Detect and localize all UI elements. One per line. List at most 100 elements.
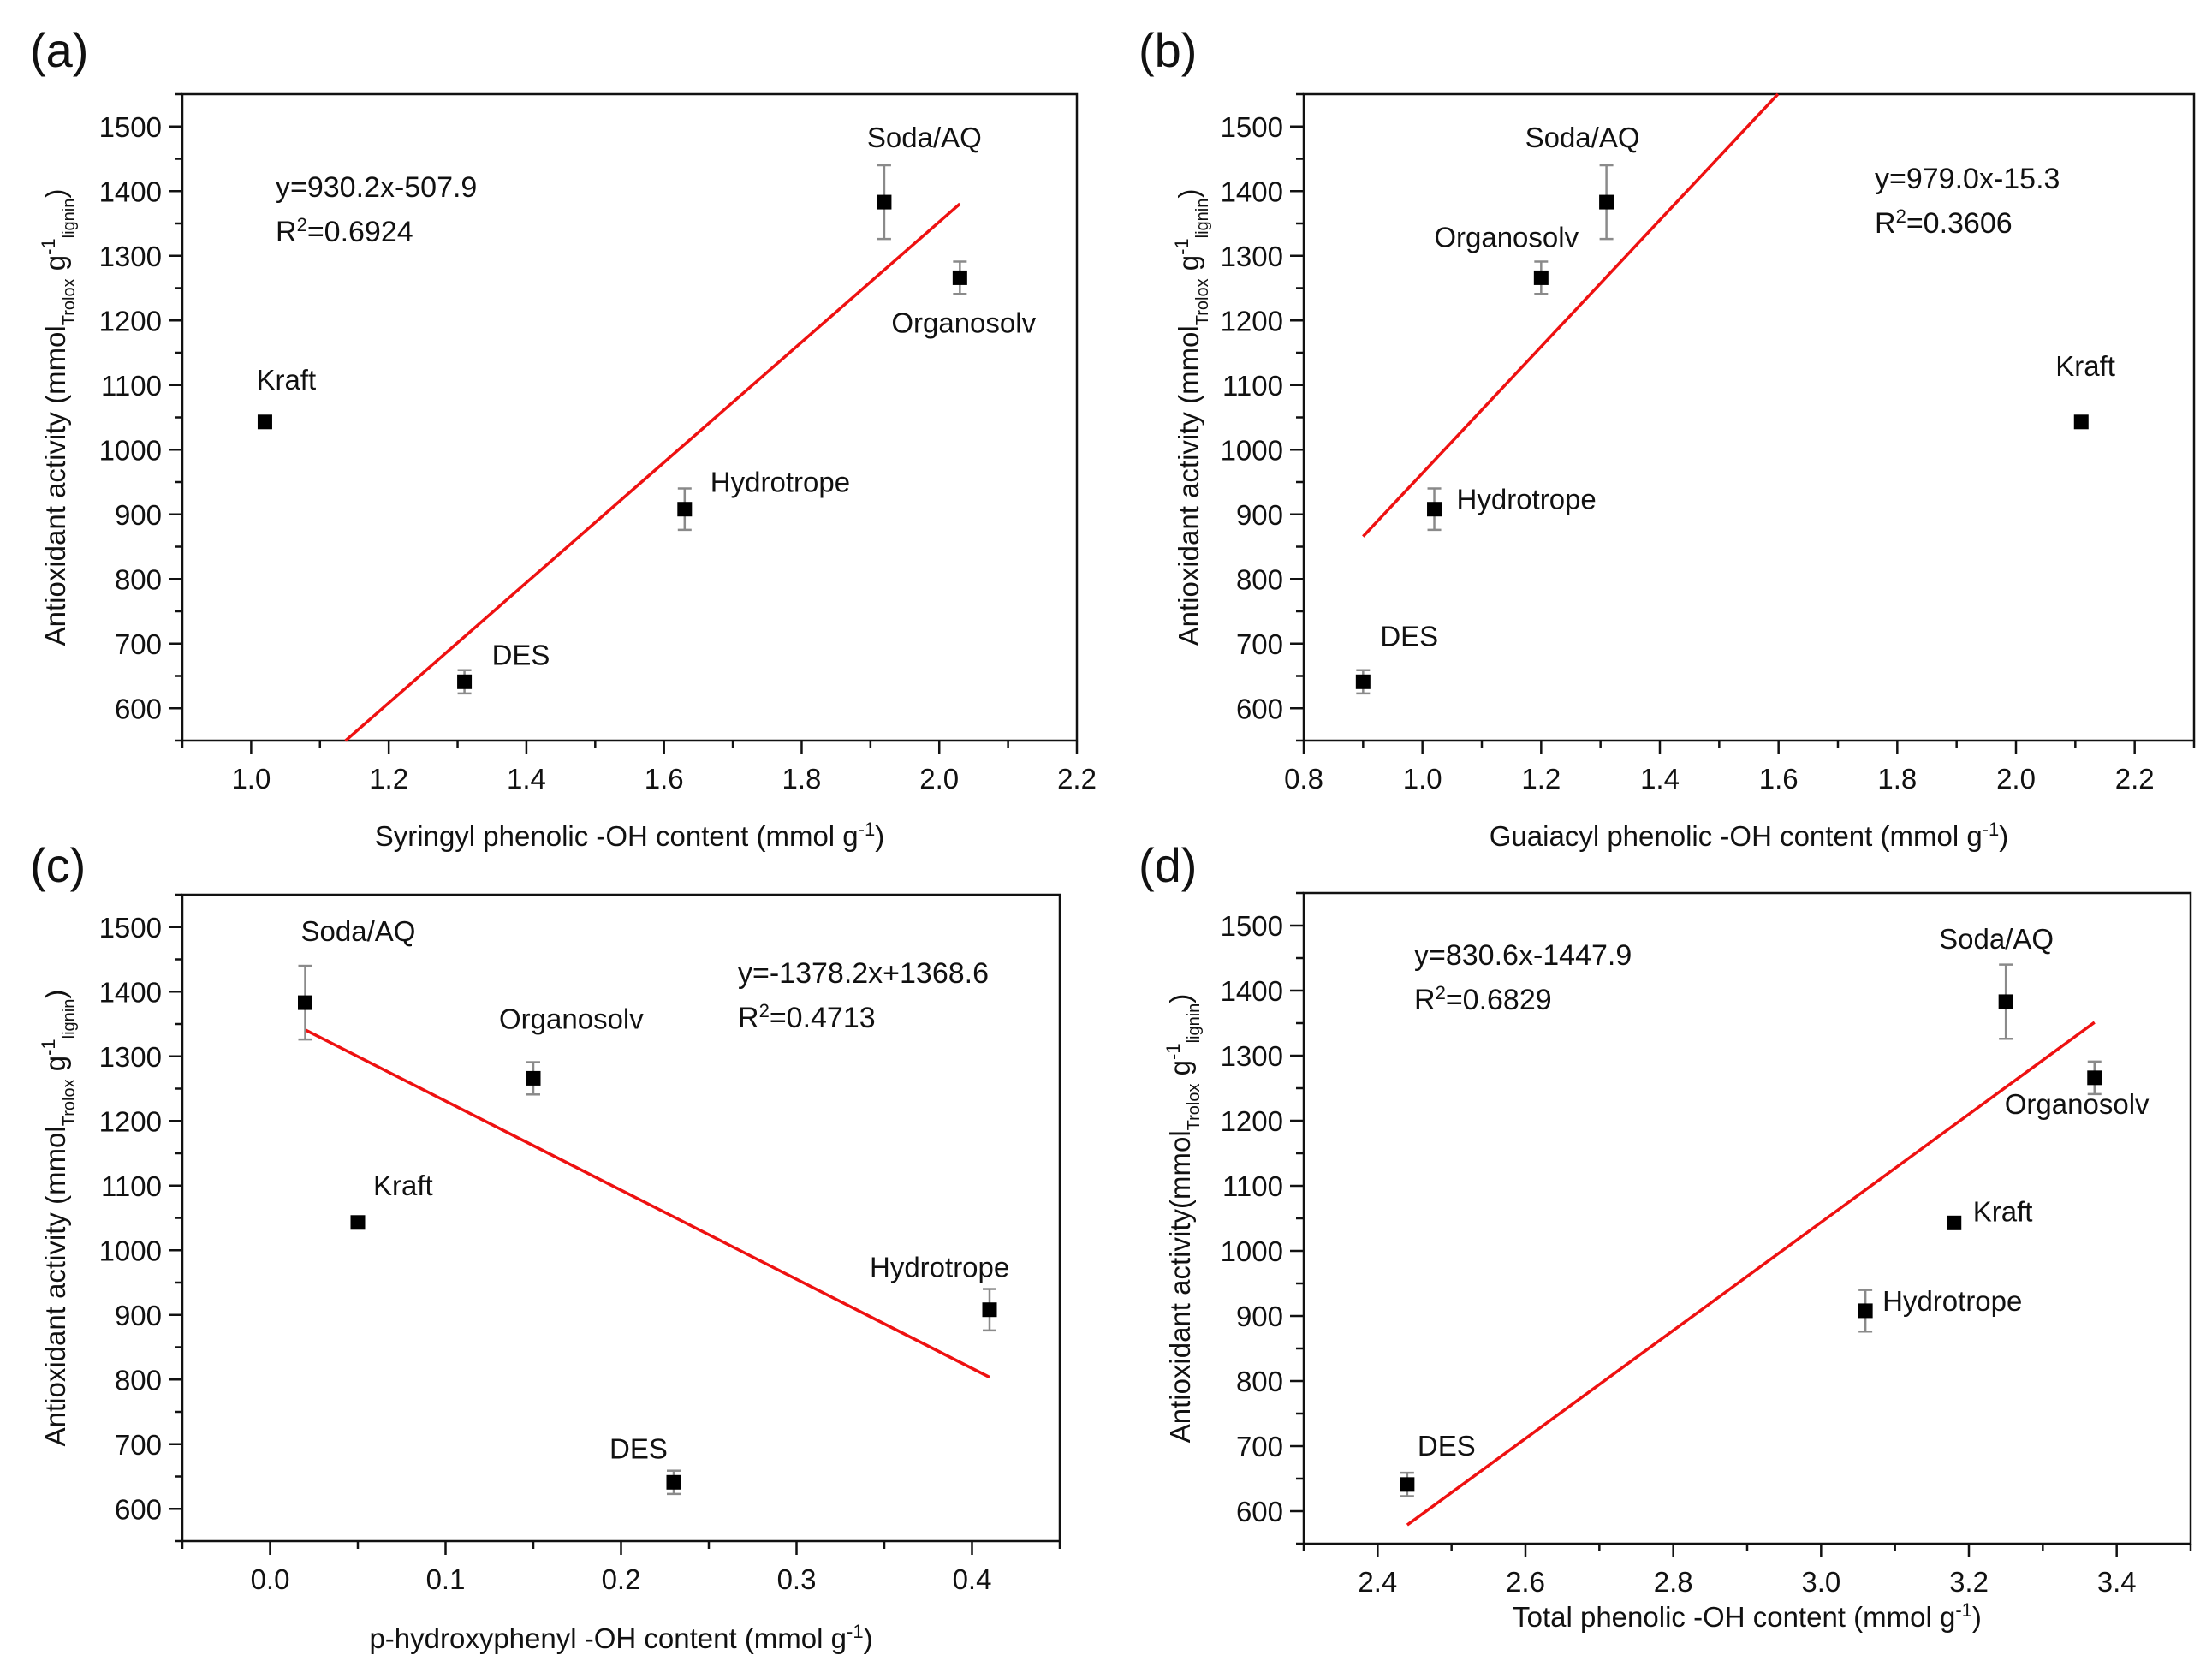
y-tick-label: 800 <box>1236 1366 1283 1397</box>
x-tick-label: 3.4 <box>2097 1566 2137 1598</box>
fit-line <box>344 202 961 742</box>
y-tick-label: 600 <box>1236 1496 1283 1527</box>
x-tick-label: 2.2 <box>1057 763 1097 795</box>
panel-label: (c) <box>30 838 86 892</box>
y-tick-label: 1000 <box>1221 434 1283 466</box>
y-tick-label: 1400 <box>99 176 162 207</box>
y-tick-label: 700 <box>115 1429 162 1461</box>
point-label: DES <box>492 639 550 670</box>
x-tick-label: 0.8 <box>1284 763 1323 795</box>
point-label: Organosolv <box>891 307 1036 338</box>
x-tick-label: 2.4 <box>1358 1566 1397 1598</box>
x-tick-label: 0.4 <box>953 1563 992 1595</box>
x-tick-label: 0.3 <box>777 1563 817 1595</box>
fit-r-squared: R2=0.6924 <box>276 214 413 249</box>
point-label: DES <box>609 1432 668 1464</box>
point-label: Soda/AQ <box>1939 923 2054 955</box>
point-label: Kraft <box>256 364 316 396</box>
point-label: Hydrotrope <box>711 467 850 498</box>
y-tick-label: 1200 <box>99 1105 162 1137</box>
data-point-sodaaq <box>1599 194 1614 210</box>
x-tick-label: 0.0 <box>251 1563 290 1595</box>
y-tick-label: 600 <box>115 1493 162 1525</box>
x-tick-label: 1.8 <box>782 763 822 795</box>
x-axis-label: Total phenolic -OH content (mmol g-1) <box>1513 1599 1982 1634</box>
x-tick-label: 3.2 <box>1949 1566 1989 1598</box>
y-tick-label: 1400 <box>99 976 162 1008</box>
data-point-hydrotrope <box>1427 502 1442 517</box>
x-tick-label: 2.0 <box>919 763 959 795</box>
data-point-hydrotrope <box>982 1302 997 1318</box>
y-tick-label: 800 <box>1236 563 1283 595</box>
point-label: Organosolv <box>499 1003 644 1034</box>
data-point-organosolv <box>2087 1070 2102 1086</box>
point-label: Hydrotrope <box>1882 1285 2022 1317</box>
data-point-kraft <box>257 414 272 430</box>
x-tick-label: 1.8 <box>1877 763 1917 795</box>
y-tick-label: 700 <box>1236 1431 1283 1462</box>
panel-b: (b) 0.8 1.0 1.2 1.4 1.6 1.8 2.0 2.2 600 700 800 900 1… <box>1139 23 2196 852</box>
y-tick-label: 1300 <box>99 1041 162 1073</box>
point-label: Soda/AQ <box>867 122 982 153</box>
data-point-sodaaq <box>877 194 892 210</box>
y-axis-label: Antioxidant activity (mmolTrolox g-1lign… <box>38 990 80 1447</box>
y-tick-label: 1000 <box>99 434 162 466</box>
x-tick-label: 1.6 <box>1759 763 1799 795</box>
y-axis-label: Antioxidant activity(mmolTrolox g-1ligni… <box>1162 994 1204 1444</box>
y-axis-label: Antioxidant activity (mmolTrolox g-1lign… <box>38 189 80 646</box>
panel-c: (c) 0.0 0.1 0.2 0.3 0.4 600 700 800 900 1000 1100 12… <box>30 838 1061 1655</box>
data-point-sodaaq <box>1998 994 2013 1009</box>
x-tick-label: 1.4 <box>1640 763 1680 795</box>
y-tick-label: 800 <box>115 1364 162 1396</box>
x-tick-label: 1.0 <box>1403 763 1442 795</box>
x-tick-label: 1.0 <box>231 763 271 795</box>
x-axis-label: p-hydroxyphenyl -OH content (mmol g-1) <box>369 1621 872 1655</box>
y-tick-label: 1500 <box>1221 111 1283 143</box>
y-tick-label: 600 <box>1236 693 1283 724</box>
data-point-organosolv <box>526 1070 541 1086</box>
data-point-kraft <box>2073 414 2089 430</box>
data-point-des <box>1400 1477 1415 1492</box>
panel-d: (d) 2.4 2.6 2.8 3.0 3.2 3.4 600 700 800 900 1000 110… <box>1139 838 2192 1634</box>
panel-label: (d) <box>1139 838 1197 892</box>
y-tick-label: 1100 <box>101 1170 162 1202</box>
x-tick-label: 1.4 <box>507 763 546 795</box>
y-tick-label: 900 <box>1236 1301 1283 1332</box>
point-label: Hydrotrope <box>870 1252 1009 1283</box>
fit-line <box>1406 1021 2096 1527</box>
data-point-organosolv <box>952 270 967 285</box>
x-tick-label: 0.1 <box>426 1563 466 1595</box>
x-tick-label: 2.8 <box>1654 1566 1693 1598</box>
x-tick-label: 2.0 <box>1996 763 2036 795</box>
y-axis-label: Antioxidant activity (mmolTrolox g-1lign… <box>1171 189 1213 646</box>
fit-equation: y=979.0x-15.3 <box>1875 163 2060 195</box>
point-label: Hydrotrope <box>1457 484 1597 515</box>
y-tick-label: 1100 <box>1222 1170 1283 1202</box>
y-tick-label: 900 <box>115 1300 162 1331</box>
point-label: Kraft <box>373 1170 433 1201</box>
panel-a: (a) 1.0 1.2 1.4 1.6 1.8 2.0 2.2 600 700 800 900 1000… <box>30 23 1097 852</box>
y-tick-label: 1000 <box>99 1235 162 1266</box>
point-label: DES <box>1380 620 1438 652</box>
fit-r-squared: R2=0.3606 <box>1875 205 2013 241</box>
panel-label: (b) <box>1139 23 1197 77</box>
y-tick-label: 1100 <box>101 370 162 402</box>
point-label: Kraft <box>2055 350 2115 382</box>
fit-equation: y=930.2x-507.9 <box>276 171 477 204</box>
y-tick-label: 1500 <box>99 111 162 143</box>
fit-r-squared: R2=0.4713 <box>738 1000 876 1035</box>
y-tick-label: 1000 <box>1221 1235 1283 1267</box>
y-tick-label: 1400 <box>1221 176 1283 207</box>
x-tick-label: 2.6 <box>1506 1566 1545 1598</box>
y-tick-label: 1500 <box>1221 910 1283 942</box>
fit-r-squared: R2=0.6829 <box>1414 982 1552 1017</box>
x-axis-label: Syringyl phenolic -OH content (mmol g-1) <box>375 819 884 853</box>
x-tick-label: 2.2 <box>2115 763 2155 795</box>
point-label: Soda/AQ <box>301 915 416 947</box>
data-point-hydrotrope <box>1858 1303 1873 1319</box>
fit-line <box>1362 92 1780 538</box>
data-point-sodaaq <box>298 995 312 1010</box>
data-point-des <box>1355 674 1371 689</box>
y-tick-label: 1100 <box>1222 370 1283 402</box>
